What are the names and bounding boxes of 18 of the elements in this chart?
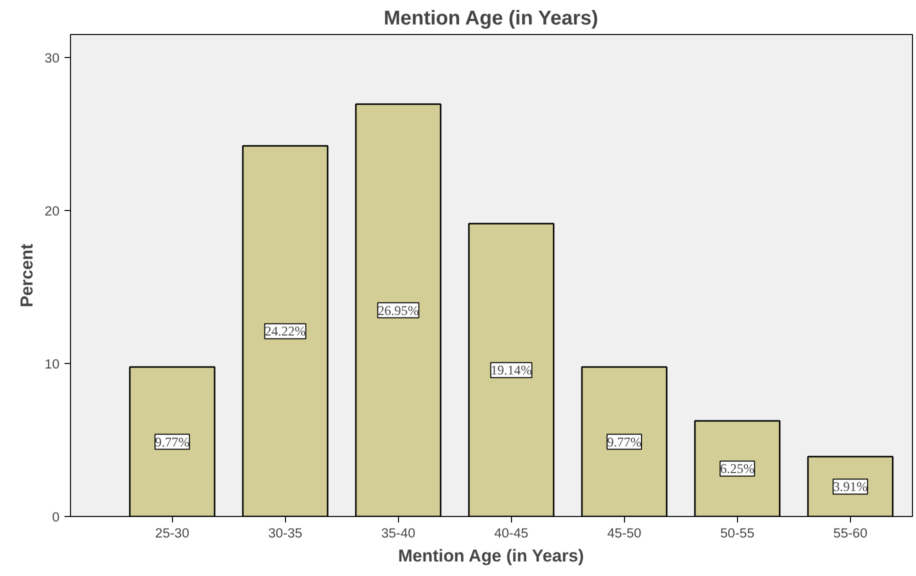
y-tick-label: 30	[44, 50, 60, 66]
x-tick-label: 45-50	[607, 526, 642, 540]
x-tick-label: 50-55	[720, 526, 754, 540]
data-label: 6.25%	[720, 461, 755, 476]
y-tick-label: 10	[44, 356, 60, 372]
y-tick-label: 20	[44, 203, 60, 218]
y-axis-title: Percent	[16, 243, 37, 308]
y-tick-label: 0	[52, 510, 60, 524]
x-axis-title: Mention Age (in Years)	[398, 546, 584, 566]
x-tick-label: 25-30	[155, 526, 190, 540]
chart-title: Mention Age (in Years)	[384, 8, 598, 30]
x-tick-label: 55-60	[833, 526, 868, 540]
data-label: 9.77%	[607, 434, 642, 450]
x-tick-label: 35-40	[381, 526, 416, 540]
data-label: 19.14%	[490, 362, 532, 378]
x-tick-label: 30-35	[268, 526, 302, 540]
x-tick-label: 40-45	[494, 526, 528, 540]
data-label: 9.77%	[155, 434, 190, 450]
